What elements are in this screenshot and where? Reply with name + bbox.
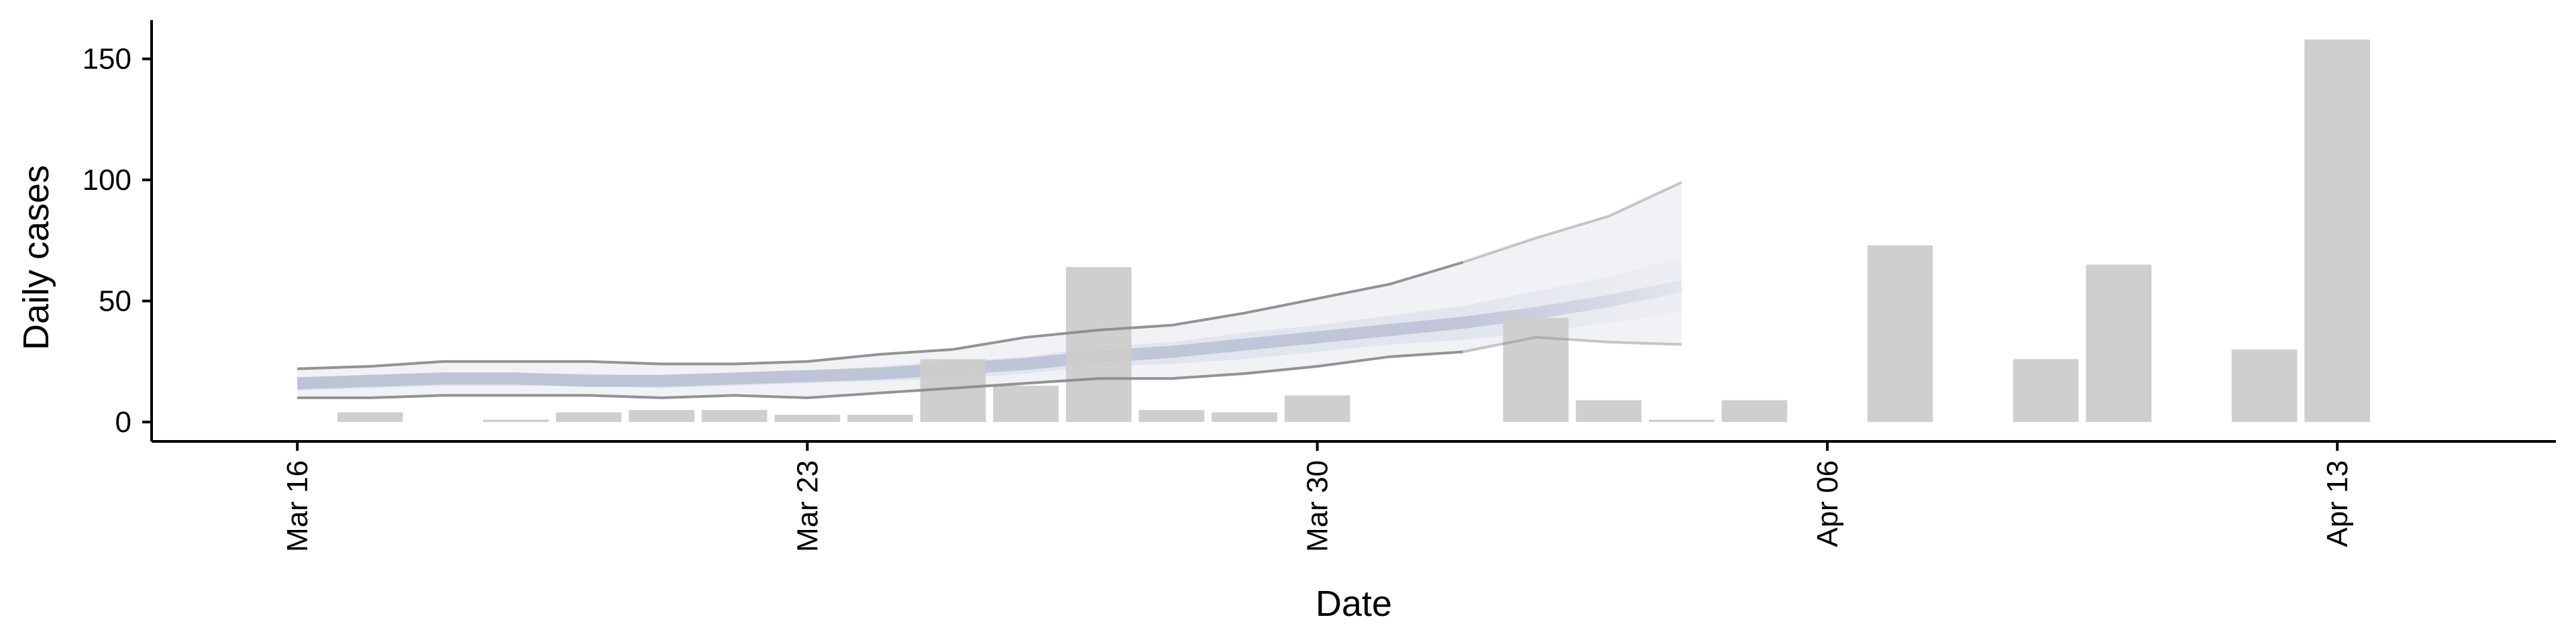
y-tick-label: 150 [83, 43, 131, 76]
upper-bound-line-forecast [1462, 180, 1682, 264]
lower-bound-line-forecast [1462, 335, 1682, 354]
bar-series [337, 39, 2370, 423]
bar [1867, 245, 1933, 423]
y-tick-label: 0 [115, 406, 131, 439]
axes: 0 50 100 150 Mar 16 Mar 23 Mar 30 Apr 06 Apr 13 [83, 20, 2556, 552]
x-axis-title: Date [1316, 584, 1392, 624]
estimate-bands [297, 182, 1683, 398]
bar [1721, 400, 1788, 423]
bar [1212, 412, 1277, 423]
median-estimate-line [297, 280, 1683, 390]
bar [1648, 419, 1715, 423]
bar [1284, 395, 1350, 423]
bar [2086, 264, 2152, 423]
bar [483, 419, 549, 423]
bar [847, 415, 913, 423]
bar [1066, 267, 1132, 423]
x-tick-label: Mar 16 [281, 460, 314, 552]
bar [2231, 349, 2298, 423]
y-tick-label: 100 [83, 164, 131, 197]
bar [1138, 410, 1205, 423]
y-axis-ticks: 0 50 100 150 [83, 43, 152, 439]
y-axis-title: Daily cases [16, 165, 56, 350]
bar [629, 410, 695, 423]
estimate-bound-lines [297, 180, 1682, 400]
bar [702, 410, 767, 423]
x-tick-label: Mar 30 [1301, 460, 1334, 552]
x-axis-ticks: Mar 16 Mar 23 Mar 30 Apr 06 Apr 13 [281, 441, 2354, 552]
bar [2304, 39, 2370, 423]
x-tick-label: Mar 23 [791, 460, 824, 552]
bar [1576, 400, 1642, 423]
x-tick-label: Apr 06 [1811, 460, 1844, 547]
upper-bound-line [297, 260, 1464, 370]
bar [555, 412, 622, 423]
bar [993, 386, 1059, 423]
bar [2012, 359, 2079, 423]
y-tick-label: 50 [99, 285, 131, 318]
bar [337, 412, 403, 423]
x-tick-label: Apr 13 [2321, 460, 2354, 547]
bar [774, 415, 841, 423]
bar [1503, 317, 1569, 423]
lower-bound-line [297, 350, 1464, 400]
